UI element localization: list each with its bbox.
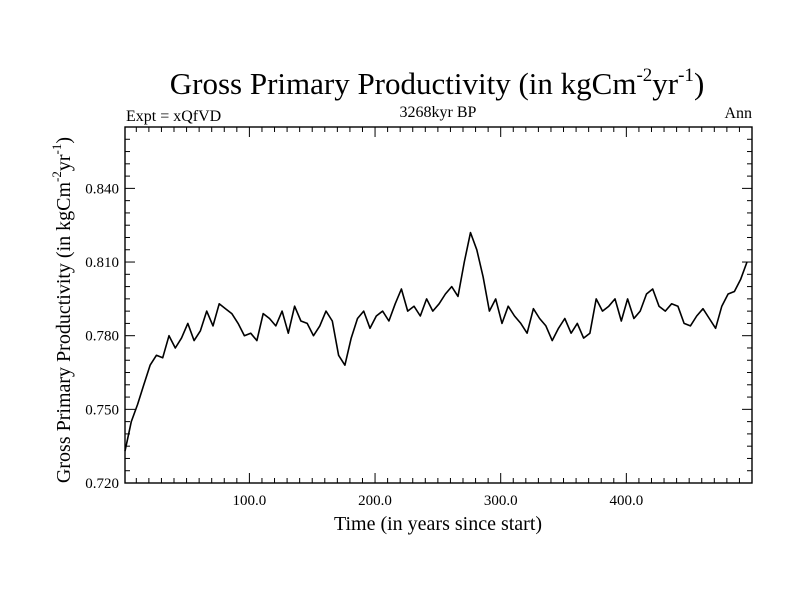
x-tick-label: 400.0 <box>609 493 643 509</box>
chart-title: Gross Primary Productivity (in kgCm-2yr-… <box>170 65 705 101</box>
y-tick-label: 0.840 <box>85 181 119 197</box>
x-tick-label: 100.0 <box>233 493 267 509</box>
y-tick-label: 0.750 <box>85 402 119 418</box>
y-axis-label: Gross Primary Productivity (in kgCm-2yr-… <box>49 137 75 483</box>
y-tick-label: 0.720 <box>85 476 119 492</box>
experiment-label: Expt = xQfVD <box>126 108 221 125</box>
x-tick-label: 300.0 <box>484 493 518 509</box>
y-tick-label: 0.780 <box>85 329 119 345</box>
x-axis-ticks: 100.0 200.0 300.0 400.0 <box>135 127 740 509</box>
y-axis-ticks: 0.720 0.750 0.780 0.810 0.840 <box>85 138 752 492</box>
plot-frame <box>124 126 753 484</box>
series-line <box>124 231 748 452</box>
plot-border <box>124 126 753 484</box>
y-tick-label: 0.810 <box>85 255 119 271</box>
period-label: 3268kyr BP <box>400 104 477 121</box>
x-axis-label: Time (in years since start) <box>334 513 542 535</box>
x-tick-label: 200.0 <box>358 493 392 509</box>
season-label: Ann <box>724 105 752 122</box>
